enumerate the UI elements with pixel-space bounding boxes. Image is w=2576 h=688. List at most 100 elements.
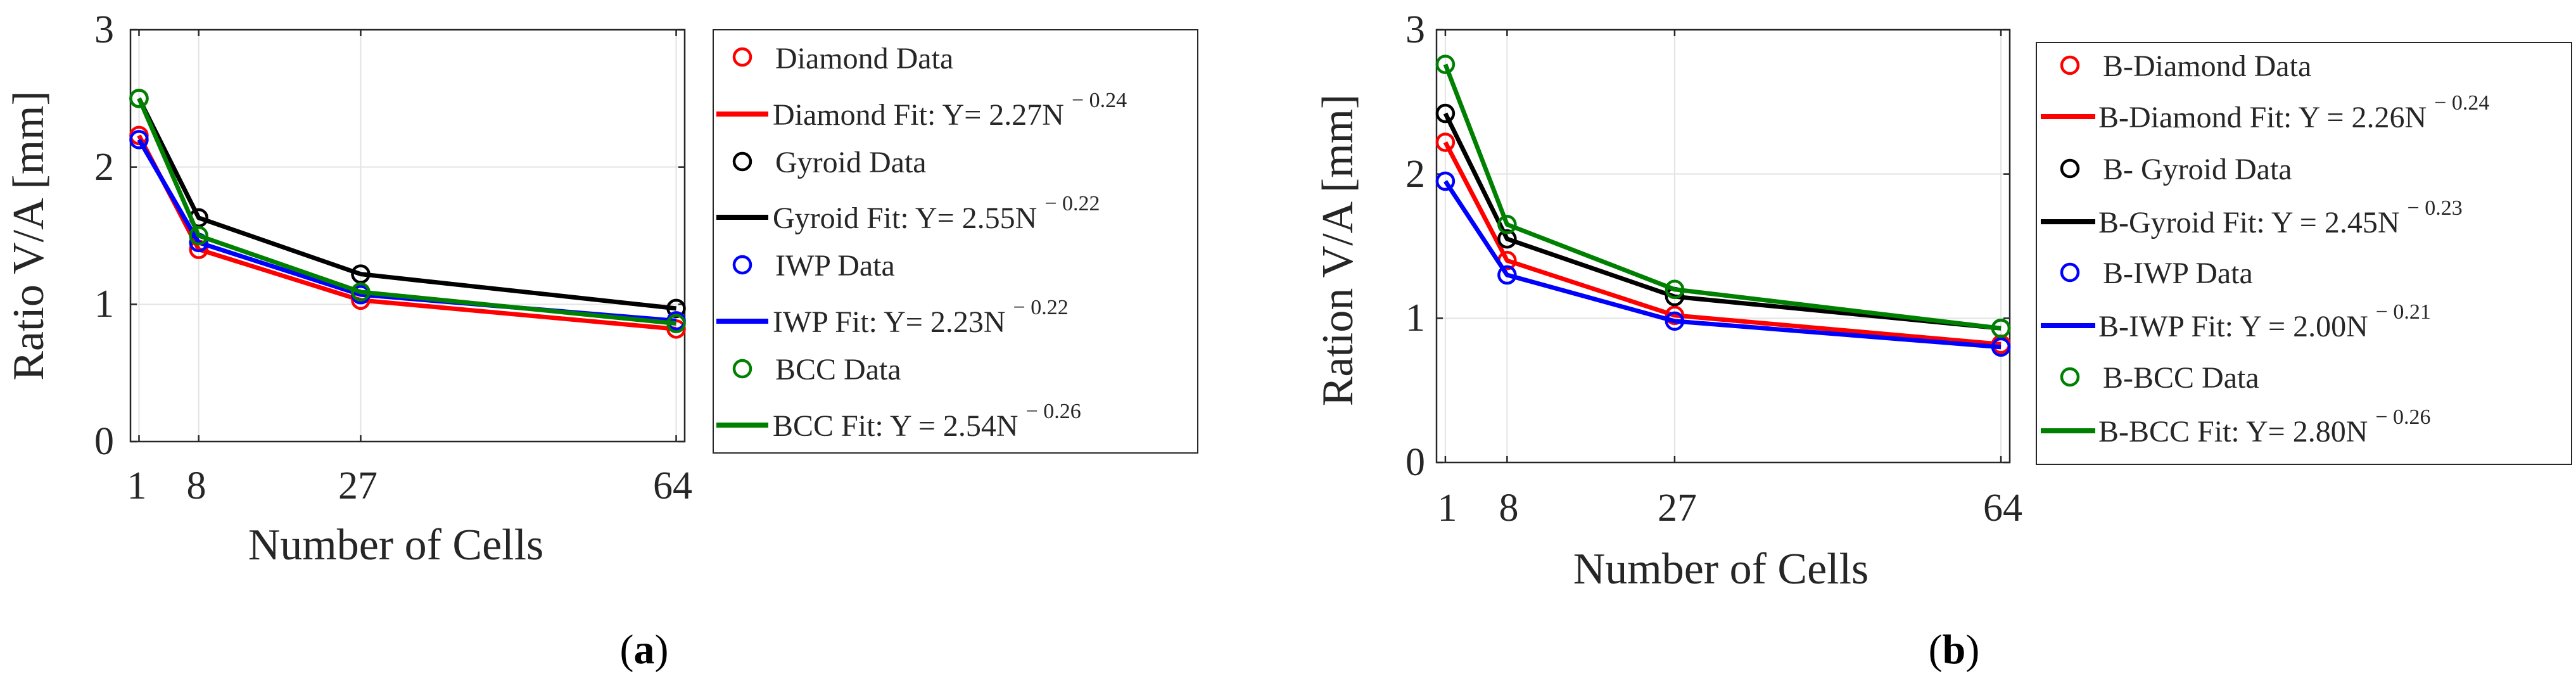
series-line-b-iwp (1443, 180, 2002, 350)
legend-fit-exponent-b-bcc: − 0.26 (2375, 405, 2430, 429)
panel-a-caption-close: ) (655, 627, 669, 673)
legend-label-b-diamond-data: B-Diamond Data (2103, 49, 2311, 83)
series-line-b-diamond (1443, 141, 2002, 347)
legend-label-bcc-fit: BCC Fit: Y = 2.54N − 0.26 (773, 400, 1081, 443)
legend-fit-exponent-b-gyroid: − 0.23 (2408, 196, 2463, 220)
legend-fit-text-b-iwp: B-IWP Fit: Y = 2.00N (2098, 310, 2368, 343)
panel-b-legend: B-Diamond Data B-Diamond Fit: Y = 2.26N −… (2036, 42, 2572, 465)
panel-a-legend-box (713, 29, 1198, 454)
legend-label-b-iwp-fit: B-IWP Fit: Y = 2.00N − 0.21 (2098, 300, 2431, 343)
legend-marker-b-iwp-data (2060, 262, 2080, 283)
panel-b-caption: (b) (1929, 627, 1980, 673)
panel-b-xtick-27: 27 (1658, 487, 1697, 530)
panel-a-x-axis-label: Number of Cells (248, 521, 544, 570)
panel-a-grid (130, 29, 685, 442)
legend-label-b-diamond-fit: B-Diamond Fit: Y = 2.26N − 0.24 (2098, 91, 2489, 134)
data-point-bcc-8 (189, 226, 208, 246)
panel-a-ytick-1: 1 (94, 283, 114, 326)
legend-fit-text-b-diamond: B-Diamond Fit: Y = 2.26N (2098, 101, 2427, 134)
data-point-b-bcc-1 (1435, 54, 1456, 74)
panel-b-x-axis-label: Number of Cells (1573, 545, 1869, 594)
panel-a-y-axis-label: Ratio V/A [mm] (4, 91, 53, 381)
legend-marker-bcc-data (732, 359, 752, 379)
legend-label-diamond-fit: Diamond Fit: Y= 2.27N − 0.24 (773, 89, 1127, 132)
data-point-bcc-27 (351, 282, 371, 302)
legend-marker-b-gyroid-data (2060, 158, 2080, 179)
panel-b-ytick-3: 3 (1405, 8, 1425, 51)
panel-a-xtick-1: 1 (127, 464, 147, 507)
panel-b-xtick-64: 64 (1983, 487, 2022, 530)
legend-label-b-iwp-data: B-IWP Data (2103, 257, 2253, 290)
panel-b: 3 2 1 0 1 8 27 64 Number of Cells Ration… (1314, 8, 2572, 673)
legend-label-b-bcc-fit: B-BCC Fit: Y= 2.80N − 0.26 (2098, 405, 2431, 449)
panel-a-caption-letter: a (634, 627, 655, 673)
series-line-b-bcc (1443, 63, 2002, 331)
panel-b-ytick-2: 2 (1405, 153, 1425, 196)
panel-b-series (1435, 54, 2011, 357)
panel-a-caption: (a) (620, 627, 669, 673)
legend-label-b-gyroid-data: B- Gyroid Data (2103, 153, 2292, 186)
panel-b-axes-box (1435, 29, 2011, 464)
legend-label-bcc-data: BCC Data (775, 353, 901, 386)
legend-fit-exponent-gyroid: − 0.22 (1044, 192, 1100, 215)
panel-b-ytick-1: 1 (1405, 296, 1425, 340)
data-point-bcc-64 (666, 314, 686, 333)
legend-label-diamond-data: Diamond Data (775, 42, 953, 75)
data-point-bcc-1 (129, 89, 149, 108)
data-point-b-bcc-8 (1497, 215, 1517, 234)
data-point-b-bcc-27 (1665, 279, 1685, 300)
legend-fit-exponent-b-diamond: − 0.24 (2434, 91, 2489, 115)
legend-marker-b-bcc-data (2060, 367, 2080, 387)
legend-fit-text-b-gyroid: B-Gyroid Fit: Y = 2.45N (2098, 206, 2400, 239)
data-point-b-gyroid-8 (1497, 229, 1517, 249)
legend-label-b-bcc-data: B-BCC Data (2103, 361, 2259, 395)
data-point-b-diamond-27 (1665, 305, 1685, 326)
legend-marker-iwp-data (732, 255, 752, 275)
legend-marker-b-diamond-data (2060, 55, 2080, 75)
panel-a-legend: Diamond Data Diamond Fit: Y= 2.27N − 0.24… (713, 29, 1198, 454)
panel-a: 3 2 1 0 1 8 27 64 Number of Cells Ratio … (4, 8, 1198, 673)
legend-fit-text-b-bcc: B-BCC Fit: Y= 2.80N (2098, 415, 2368, 449)
legend-marker-diamond-data (732, 47, 752, 67)
panel-a-xtick-8: 8 (187, 464, 206, 507)
panel-b-y-axis-label: Ration V/A [mm] (1314, 94, 1362, 407)
panel-b-xtick-8: 8 (1499, 487, 1519, 530)
data-point-b-iwp-1 (1435, 171, 1456, 191)
legend-label-b-gyroid-fit: B-Gyroid Fit: Y = 2.45N − 0.23 (2098, 196, 2463, 239)
data-point-b-bcc-64 (1991, 319, 2011, 338)
legend-fit-text-bcc: BCC Fit: Y = 2.54N (773, 409, 1018, 443)
data-point-b-gyroid-1 (1435, 103, 1456, 124)
legend-label-iwp-data: IWP Data (775, 249, 895, 283)
panel-a-ytick-2: 2 (94, 146, 114, 189)
data-point-b-iwp-64 (1991, 337, 2011, 357)
data-point-iwp-1 (129, 130, 149, 150)
legend-label-gyroid-data: Gyroid Data (775, 146, 927, 179)
panel-a-series (129, 89, 686, 339)
legend-fit-text-gyroid: Gyroid Fit: Y= 2.55N (773, 201, 1037, 235)
series-line-gyroid (137, 97, 676, 311)
legend-fit-exponent-bcc: − 0.26 (1026, 400, 1081, 423)
legend-fit-text-diamond: Diamond Fit: Y= 2.27N (773, 98, 1064, 132)
series-line-bcc (137, 97, 676, 326)
panel-a-ytick-0: 0 (94, 420, 114, 463)
series-line-b-gyroid (1443, 112, 2002, 331)
panel-a-axes-box (129, 29, 686, 443)
panel-a-xtick-64: 64 (653, 464, 692, 507)
legend-fit-exponent-diamond: − 0.24 (1072, 89, 1127, 112)
legend-fit-exponent-iwp: − 0.22 (1013, 296, 1069, 319)
legend-label-gyroid-fit: Gyroid Fit: Y= 2.55N − 0.22 (773, 192, 1100, 235)
panel-b-ytick-0: 0 (1405, 441, 1425, 484)
panel-a-ticks (130, 29, 685, 443)
data-point-b-iwp-27 (1665, 311, 1685, 331)
panel-b-ticks (1437, 29, 2010, 464)
panel-a-caption-open: ( (620, 627, 634, 673)
data-point-b-iwp-8 (1497, 265, 1517, 285)
panel-a-xtick-27: 27 (338, 464, 378, 507)
panel-b-legend-box (2036, 42, 2572, 465)
legend-label-iwp-fit: IWP Fit: Y= 2.23N − 0.22 (773, 296, 1069, 339)
legend-marker-gyroid-data (732, 151, 752, 172)
panel-b-caption-close: ) (1965, 627, 1979, 673)
data-point-b-diamond-1 (1435, 132, 1456, 152)
legend-fit-text-iwp: IWP Fit: Y= 2.23N (773, 305, 1006, 339)
